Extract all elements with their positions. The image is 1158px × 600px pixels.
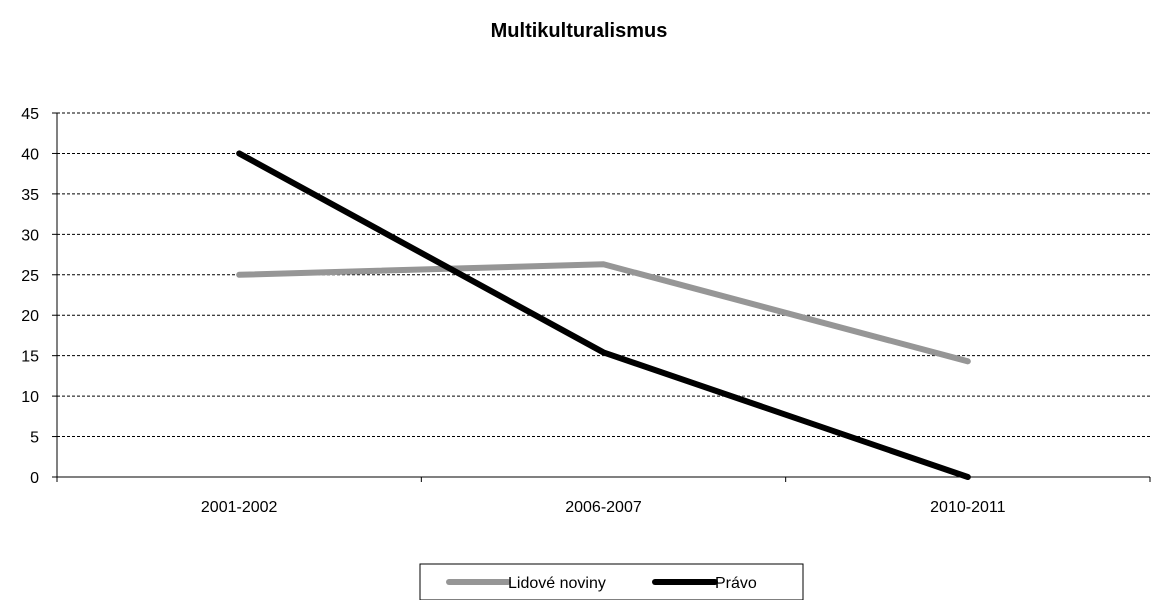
series-lines: [236, 150, 971, 480]
x-tick-label: 2001-2002: [201, 499, 278, 516]
y-tick-label: 20: [21, 308, 39, 325]
y-axis-ticks: 0 5 10 15 20 25 30 35 40 45: [21, 106, 57, 487]
y-tick-label: 45: [21, 106, 39, 123]
gridlines: [57, 112, 1150, 438]
y-tick-label: 15: [21, 349, 39, 366]
series-line-1: [236, 150, 971, 480]
y-tick-label: 5: [30, 430, 39, 447]
y-tick-label: 10: [21, 389, 39, 406]
y-tick-label: 35: [21, 187, 39, 204]
chart-title: Multikulturalismus: [491, 20, 668, 42]
y-tick-label: 30: [21, 227, 39, 244]
series-line-0: [236, 261, 971, 365]
legend: Lidové noviny Právo: [419, 563, 804, 600]
x-axis-ticks: 2001-2002 2006-2007 2010-2011: [56, 477, 1151, 516]
x-tick-label: 2010-2011: [930, 499, 1005, 516]
axes: [56, 113, 1150, 478]
x-tick-label: 2006-2007: [565, 499, 642, 516]
y-tick-label: 40: [21, 146, 39, 163]
legend-label: Právo: [715, 575, 757, 592]
y-tick-label: 25: [21, 268, 39, 285]
legend-label: Lidové noviny: [508, 575, 606, 592]
y-tick-label: 0: [30, 470, 39, 487]
